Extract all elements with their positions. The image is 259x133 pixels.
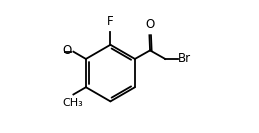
Text: O: O [146,18,155,31]
Text: Br: Br [178,52,191,65]
Text: CH₃: CH₃ [62,98,83,108]
Text: F: F [107,15,114,28]
Text: O: O [63,44,72,57]
